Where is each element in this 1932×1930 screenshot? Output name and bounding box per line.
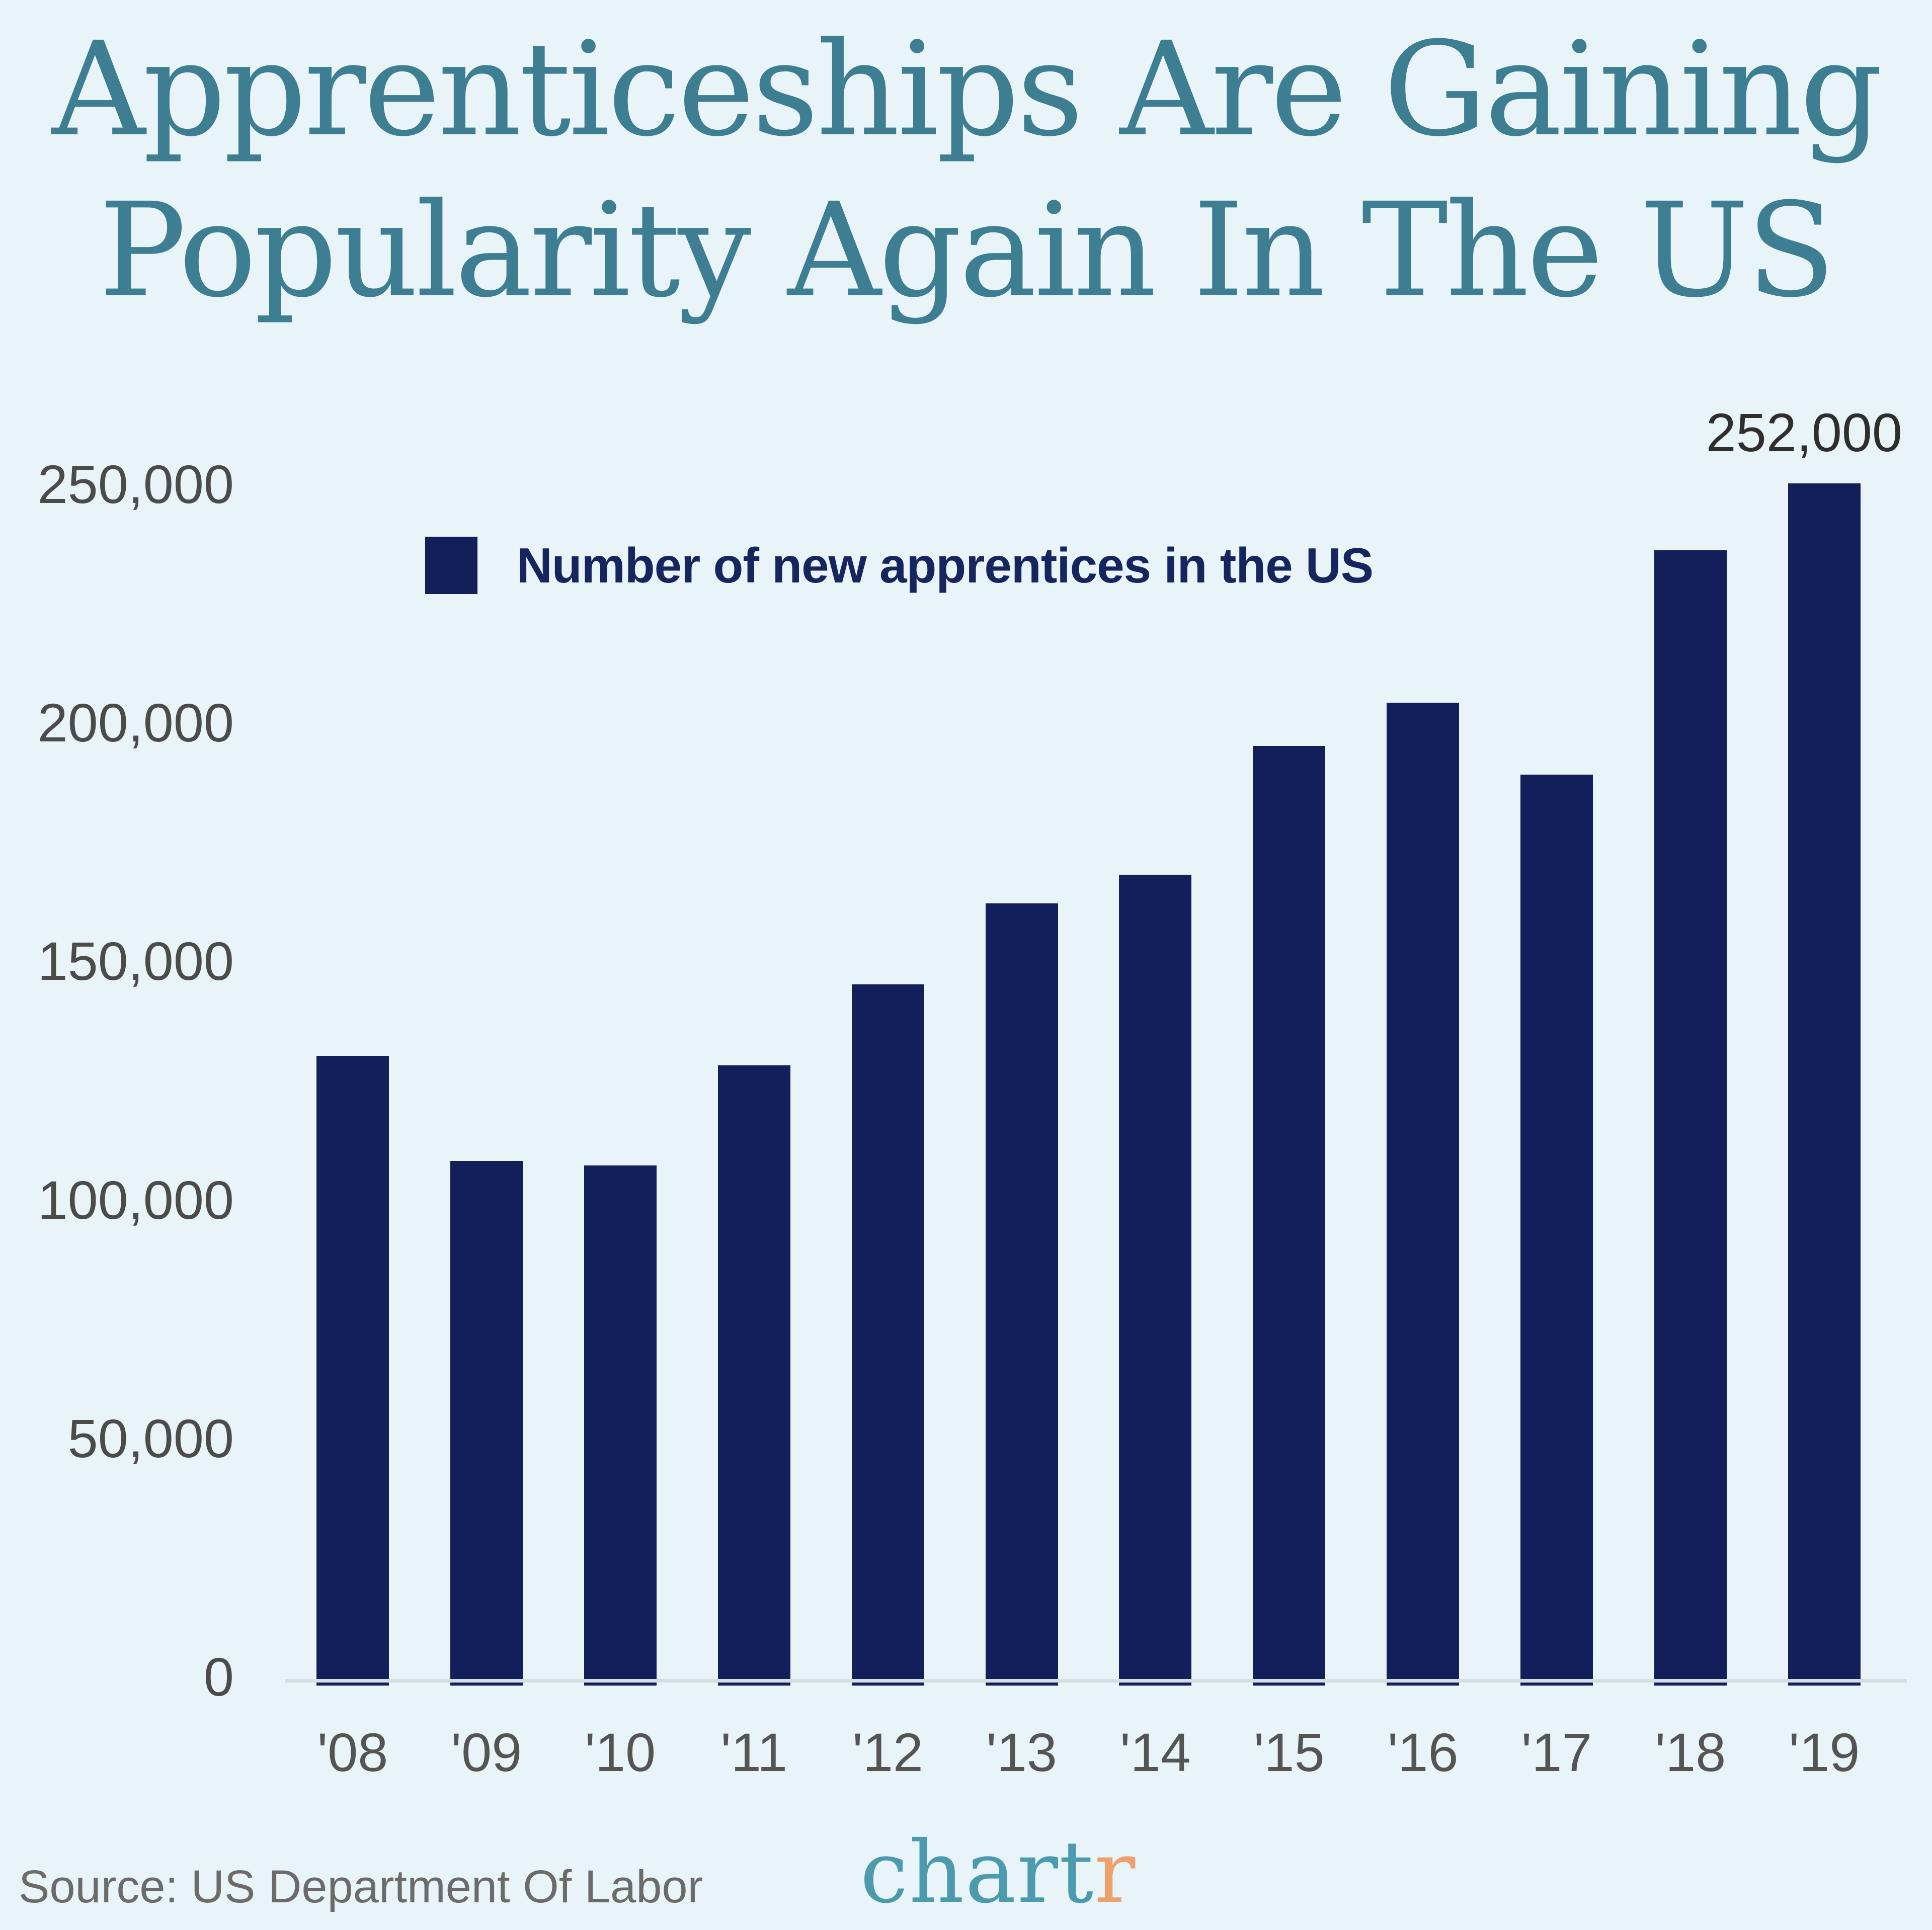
chart-title: Apprenticeships Are Gaining Popularity Ag… bbox=[0, 9, 1932, 331]
y-tick-label-150000: 150,000 bbox=[37, 931, 234, 992]
bar-15 bbox=[1253, 745, 1326, 1686]
bar-17 bbox=[1520, 774, 1593, 1686]
x-tick-label-11: '11 bbox=[720, 1722, 788, 1783]
x-tick-label-13: '13 bbox=[986, 1722, 1057, 1783]
chartr-logo-chart: chart bbox=[860, 1823, 1095, 1922]
bar-18 bbox=[1654, 550, 1727, 1686]
chartr-logo-r: r bbox=[1094, 1823, 1137, 1922]
source-note: Source: US Department Of Labor bbox=[19, 1861, 703, 1912]
x-tick-label-10: '10 bbox=[585, 1722, 656, 1783]
chart-title-line-1: Apprenticeships Are Gaining bbox=[51, 14, 1883, 165]
x-tick-label-17: '17 bbox=[1521, 1722, 1592, 1783]
y-tick-label-250000: 250,000 bbox=[37, 454, 234, 515]
last-bar-value-annotation: 252,000 bbox=[1706, 402, 1902, 463]
x-tick-label-19: '19 bbox=[1789, 1722, 1860, 1783]
y-tick-label-50000: 50,000 bbox=[67, 1407, 234, 1469]
bar-14 bbox=[1119, 874, 1192, 1686]
bar-19 bbox=[1788, 483, 1861, 1686]
bar-09 bbox=[450, 1160, 523, 1686]
x-tick-label-18: '18 bbox=[1655, 1722, 1726, 1783]
legend-label: Number of new apprentices in the US bbox=[517, 537, 1374, 593]
bar-12 bbox=[851, 984, 924, 1686]
bar-10 bbox=[584, 1165, 657, 1686]
bar-11 bbox=[717, 1065, 790, 1686]
y-tick-label-200000: 200,000 bbox=[37, 692, 234, 753]
bar-13 bbox=[985, 903, 1058, 1686]
y-axis-tick-labels: 0 50,000 100,000 150,000 200,000 250,000 bbox=[23, 0, 234, 1811]
bar-16 bbox=[1387, 703, 1460, 1686]
y-tick-label-100000: 100,000 bbox=[37, 1169, 234, 1230]
bar-08 bbox=[316, 1056, 389, 1686]
x-tick-label-09: '09 bbox=[451, 1722, 522, 1783]
x-tick-label-12: '12 bbox=[852, 1722, 923, 1783]
x-axis-line bbox=[285, 1679, 1907, 1683]
x-tick-label-08: '08 bbox=[317, 1722, 388, 1783]
legend-swatch-icon bbox=[425, 537, 477, 594]
x-tick-label-16: '16 bbox=[1387, 1722, 1459, 1783]
x-tick-label-14: '14 bbox=[1120, 1722, 1191, 1783]
legend: Number of new apprentices in the US bbox=[425, 537, 1374, 594]
y-tick-label-0: 0 bbox=[203, 1646, 234, 1707]
chart-title-line-2: Popularity Again In The US bbox=[99, 175, 1836, 326]
chartr-logo: chartr bbox=[797, 1825, 1199, 1920]
x-tick-label-15: '15 bbox=[1253, 1722, 1325, 1783]
